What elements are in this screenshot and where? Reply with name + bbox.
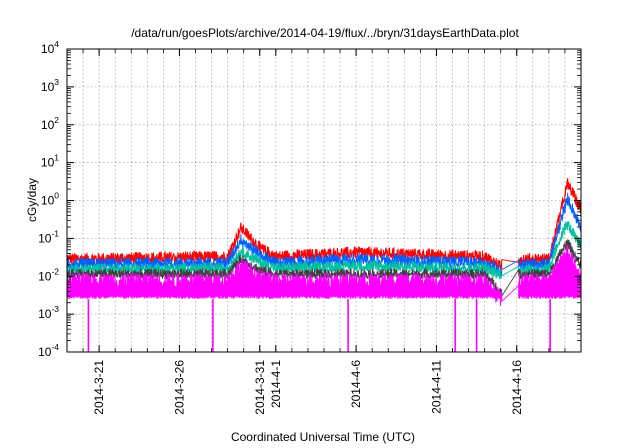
y-axis-label: cGy/day <box>25 178 39 222</box>
y-tick-label: 102 <box>41 115 59 132</box>
x-axis-ticks: 2014-3-21 2014-3-26 2014-3-31 2014-4-1 2014-… <box>82 49 566 415</box>
grid-lines <box>67 49 581 352</box>
x-tick-label: 2014-3-31 <box>253 360 267 415</box>
series-line <box>66 244 581 306</box>
x-tick-label: 2014-4-1 <box>269 360 283 408</box>
x-tick-label: 2014-4-16 <box>510 360 524 415</box>
x-axis-label: Coordinated Universal Time (UTC) <box>231 430 415 444</box>
y-tick-label: 10-1 <box>38 228 59 245</box>
x-tick-label: 2014-3-26 <box>172 360 186 415</box>
y-tick-label: 100 <box>41 191 59 208</box>
series-layer <box>66 177 582 352</box>
y-tick-label: 10-3 <box>38 304 59 321</box>
y-tick-label: 104 <box>41 39 59 56</box>
x-tick-label: 2014-4-11 <box>429 360 443 414</box>
y-axis-ticks: 10-4 10-3 10-2 10-1 100 101 102 103 104 <box>38 39 581 359</box>
y-tick-label: 101 <box>41 153 59 170</box>
y-tick-label: 10-2 <box>38 266 59 283</box>
y-tick-label: 10-4 <box>38 342 59 359</box>
series-line <box>66 239 582 298</box>
y-tick-label: 103 <box>41 77 59 94</box>
chart-title: /data/run/goesPlots/archive/2014-04-19/f… <box>131 26 519 40</box>
x-tick-label: 2014-4-6 <box>349 360 363 408</box>
x-tick-label: 2014-3-21 <box>92 360 106 415</box>
